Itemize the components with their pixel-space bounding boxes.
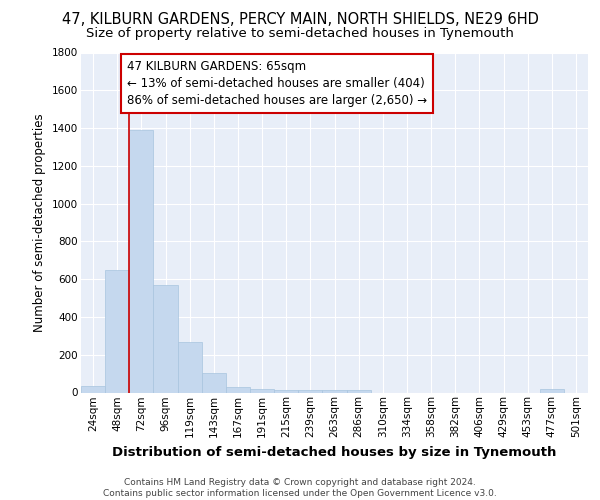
Bar (322, 390, 347, 392)
Bar (202, 372, 226, 392)
Bar (274, 390, 298, 392)
Bar (81, 386, 105, 392)
Bar (540, 388, 564, 392)
Bar (347, 390, 371, 392)
Text: 47, KILBURN GARDENS, PERCY MAIN, NORTH SHIELDS, NE29 6HD: 47, KILBURN GARDENS, PERCY MAIN, NORTH S… (62, 12, 538, 28)
Bar (226, 387, 250, 392)
Bar (250, 388, 274, 392)
X-axis label: Distribution of semi-detached houses by size in Tynemouth: Distribution of semi-detached houses by … (112, 446, 557, 458)
Bar (105, 270, 129, 392)
Bar (178, 342, 202, 392)
Text: 47 KILBURN GARDENS: 65sqm
← 13% of semi-detached houses are smaller (404)
86% of: 47 KILBURN GARDENS: 65sqm ← 13% of semi-… (127, 60, 427, 107)
Y-axis label: Number of semi-detached properties: Number of semi-detached properties (34, 113, 46, 332)
Bar (154, 285, 178, 393)
Text: Contains HM Land Registry data © Crown copyright and database right 2024.
Contai: Contains HM Land Registry data © Crown c… (103, 478, 497, 498)
Text: Size of property relative to semi-detached houses in Tynemouth: Size of property relative to semi-detach… (86, 28, 514, 40)
Bar (298, 390, 322, 392)
Bar (129, 130, 154, 392)
